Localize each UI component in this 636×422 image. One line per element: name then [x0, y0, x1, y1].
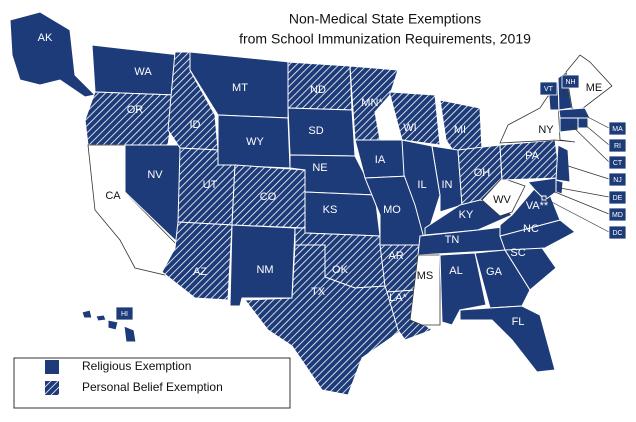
- state: [555, 179, 564, 195]
- label-box: [561, 74, 580, 89]
- state-label: IL: [417, 179, 426, 191]
- state: [95, 314, 107, 322]
- state-label: SC: [510, 247, 525, 259]
- title: from School Immunization Requirements, 2…: [239, 31, 531, 47]
- state-label: MO: [383, 204, 401, 216]
- state-label: RI: [614, 143, 621, 150]
- state: [527, 177, 557, 201]
- legend: Religious Exemption Personal Belief Exemp…: [45, 359, 223, 395]
- legend-label: Religious Exemption: [82, 359, 191, 373]
- state-label: NC: [523, 223, 539, 235]
- label-box: [608, 155, 627, 170]
- label-box: [608, 138, 627, 153]
- leader-line: [583, 123, 610, 146]
- states: [9, 11, 613, 396]
- state: [304, 191, 381, 237]
- label-box: [608, 225, 627, 240]
- state-label: KY: [459, 209, 474, 221]
- state-label: OK: [332, 264, 349, 276]
- state-label: TX: [311, 286, 326, 298]
- leader-line: [579, 112, 610, 129]
- state-label: AR: [388, 250, 403, 262]
- state-label: CO: [260, 191, 277, 203]
- state-label: LA*: [389, 292, 407, 304]
- state: [9, 11, 97, 98]
- state: [558, 107, 591, 119]
- state-label: IA: [375, 154, 386, 166]
- state: [81, 309, 93, 319]
- legend-swatch: [45, 360, 59, 374]
- state-label: TN: [445, 234, 460, 246]
- state-label: WY: [246, 136, 264, 148]
- state: [84, 91, 176, 146]
- state-label: DC: [612, 230, 622, 237]
- state-label: IN: [442, 179, 453, 191]
- state-label: AZ: [193, 266, 207, 278]
- state-label: FL: [512, 316, 525, 328]
- label-box: [608, 172, 627, 187]
- state: [107, 319, 119, 331]
- state-label: NY: [538, 124, 554, 136]
- state: [474, 249, 531, 309]
- leader-line: [543, 197, 610, 233]
- state-label: AK: [38, 32, 53, 44]
- state-label: MS: [417, 270, 434, 282]
- leader-line: [549, 189, 610, 215]
- state: [565, 54, 613, 113]
- state: [431, 145, 463, 213]
- state-label: DE: [613, 195, 623, 202]
- title: Non-Medical State Exemptions: [289, 11, 481, 27]
- state-label: MN*: [361, 97, 383, 109]
- state: [244, 244, 403, 396]
- state-label: OR: [127, 104, 144, 116]
- state-label: NJ: [613, 177, 622, 184]
- label-box: [539, 81, 558, 96]
- label-box: [608, 121, 627, 136]
- state-label: MA: [612, 126, 623, 133]
- legend-label: Personal Belief Exemption: [82, 380, 223, 394]
- leader-line: [569, 123, 610, 163]
- state: [409, 254, 441, 326]
- state: [481, 177, 526, 217]
- state-label: NV: [147, 169, 163, 181]
- state-label: OH: [474, 167, 491, 179]
- state-label: WV: [493, 194, 511, 206]
- state-label: CT: [613, 160, 623, 167]
- state-label: HI: [121, 311, 128, 318]
- leader-line: [564, 164, 610, 180]
- state: [389, 91, 441, 146]
- state-label: ND: [310, 84, 326, 96]
- state-label: NM: [256, 264, 273, 276]
- state-label: NE: [312, 162, 327, 174]
- state: [559, 117, 579, 133]
- legend-box: [13, 357, 291, 409]
- state-label: PA: [525, 150, 540, 162]
- state-label: MT: [232, 82, 248, 94]
- label-box: [608, 190, 627, 205]
- state-label: MI: [454, 124, 466, 136]
- label-box: [608, 207, 627, 222]
- state-label: SD: [308, 125, 323, 137]
- state-label: UT: [203, 179, 218, 191]
- state-label: GA: [486, 266, 503, 278]
- labels: AK WA OR CA NV ID MT WY UT CO AZ NM ND SD NE KS OK TX MN* I…: [38, 32, 627, 328]
- state-label: CA: [105, 190, 121, 202]
- state-label: KS: [323, 204, 338, 216]
- label-box: [115, 306, 134, 321]
- state-label: ME: [586, 82, 603, 94]
- state-label: MD: [612, 212, 623, 219]
- leader-line: [559, 187, 610, 198]
- state-label: NH: [565, 79, 575, 86]
- state-label: ID: [190, 119, 201, 131]
- legend-swatch: [45, 381, 59, 395]
- state-label: WA: [134, 66, 152, 78]
- state: [123, 325, 137, 343]
- state-label: VA**: [526, 200, 549, 212]
- state-label: AL: [449, 265, 462, 277]
- state-label: WI: [403, 122, 416, 134]
- state: [555, 144, 571, 183]
- state-label: VT: [544, 86, 554, 93]
- state: [459, 305, 556, 373]
